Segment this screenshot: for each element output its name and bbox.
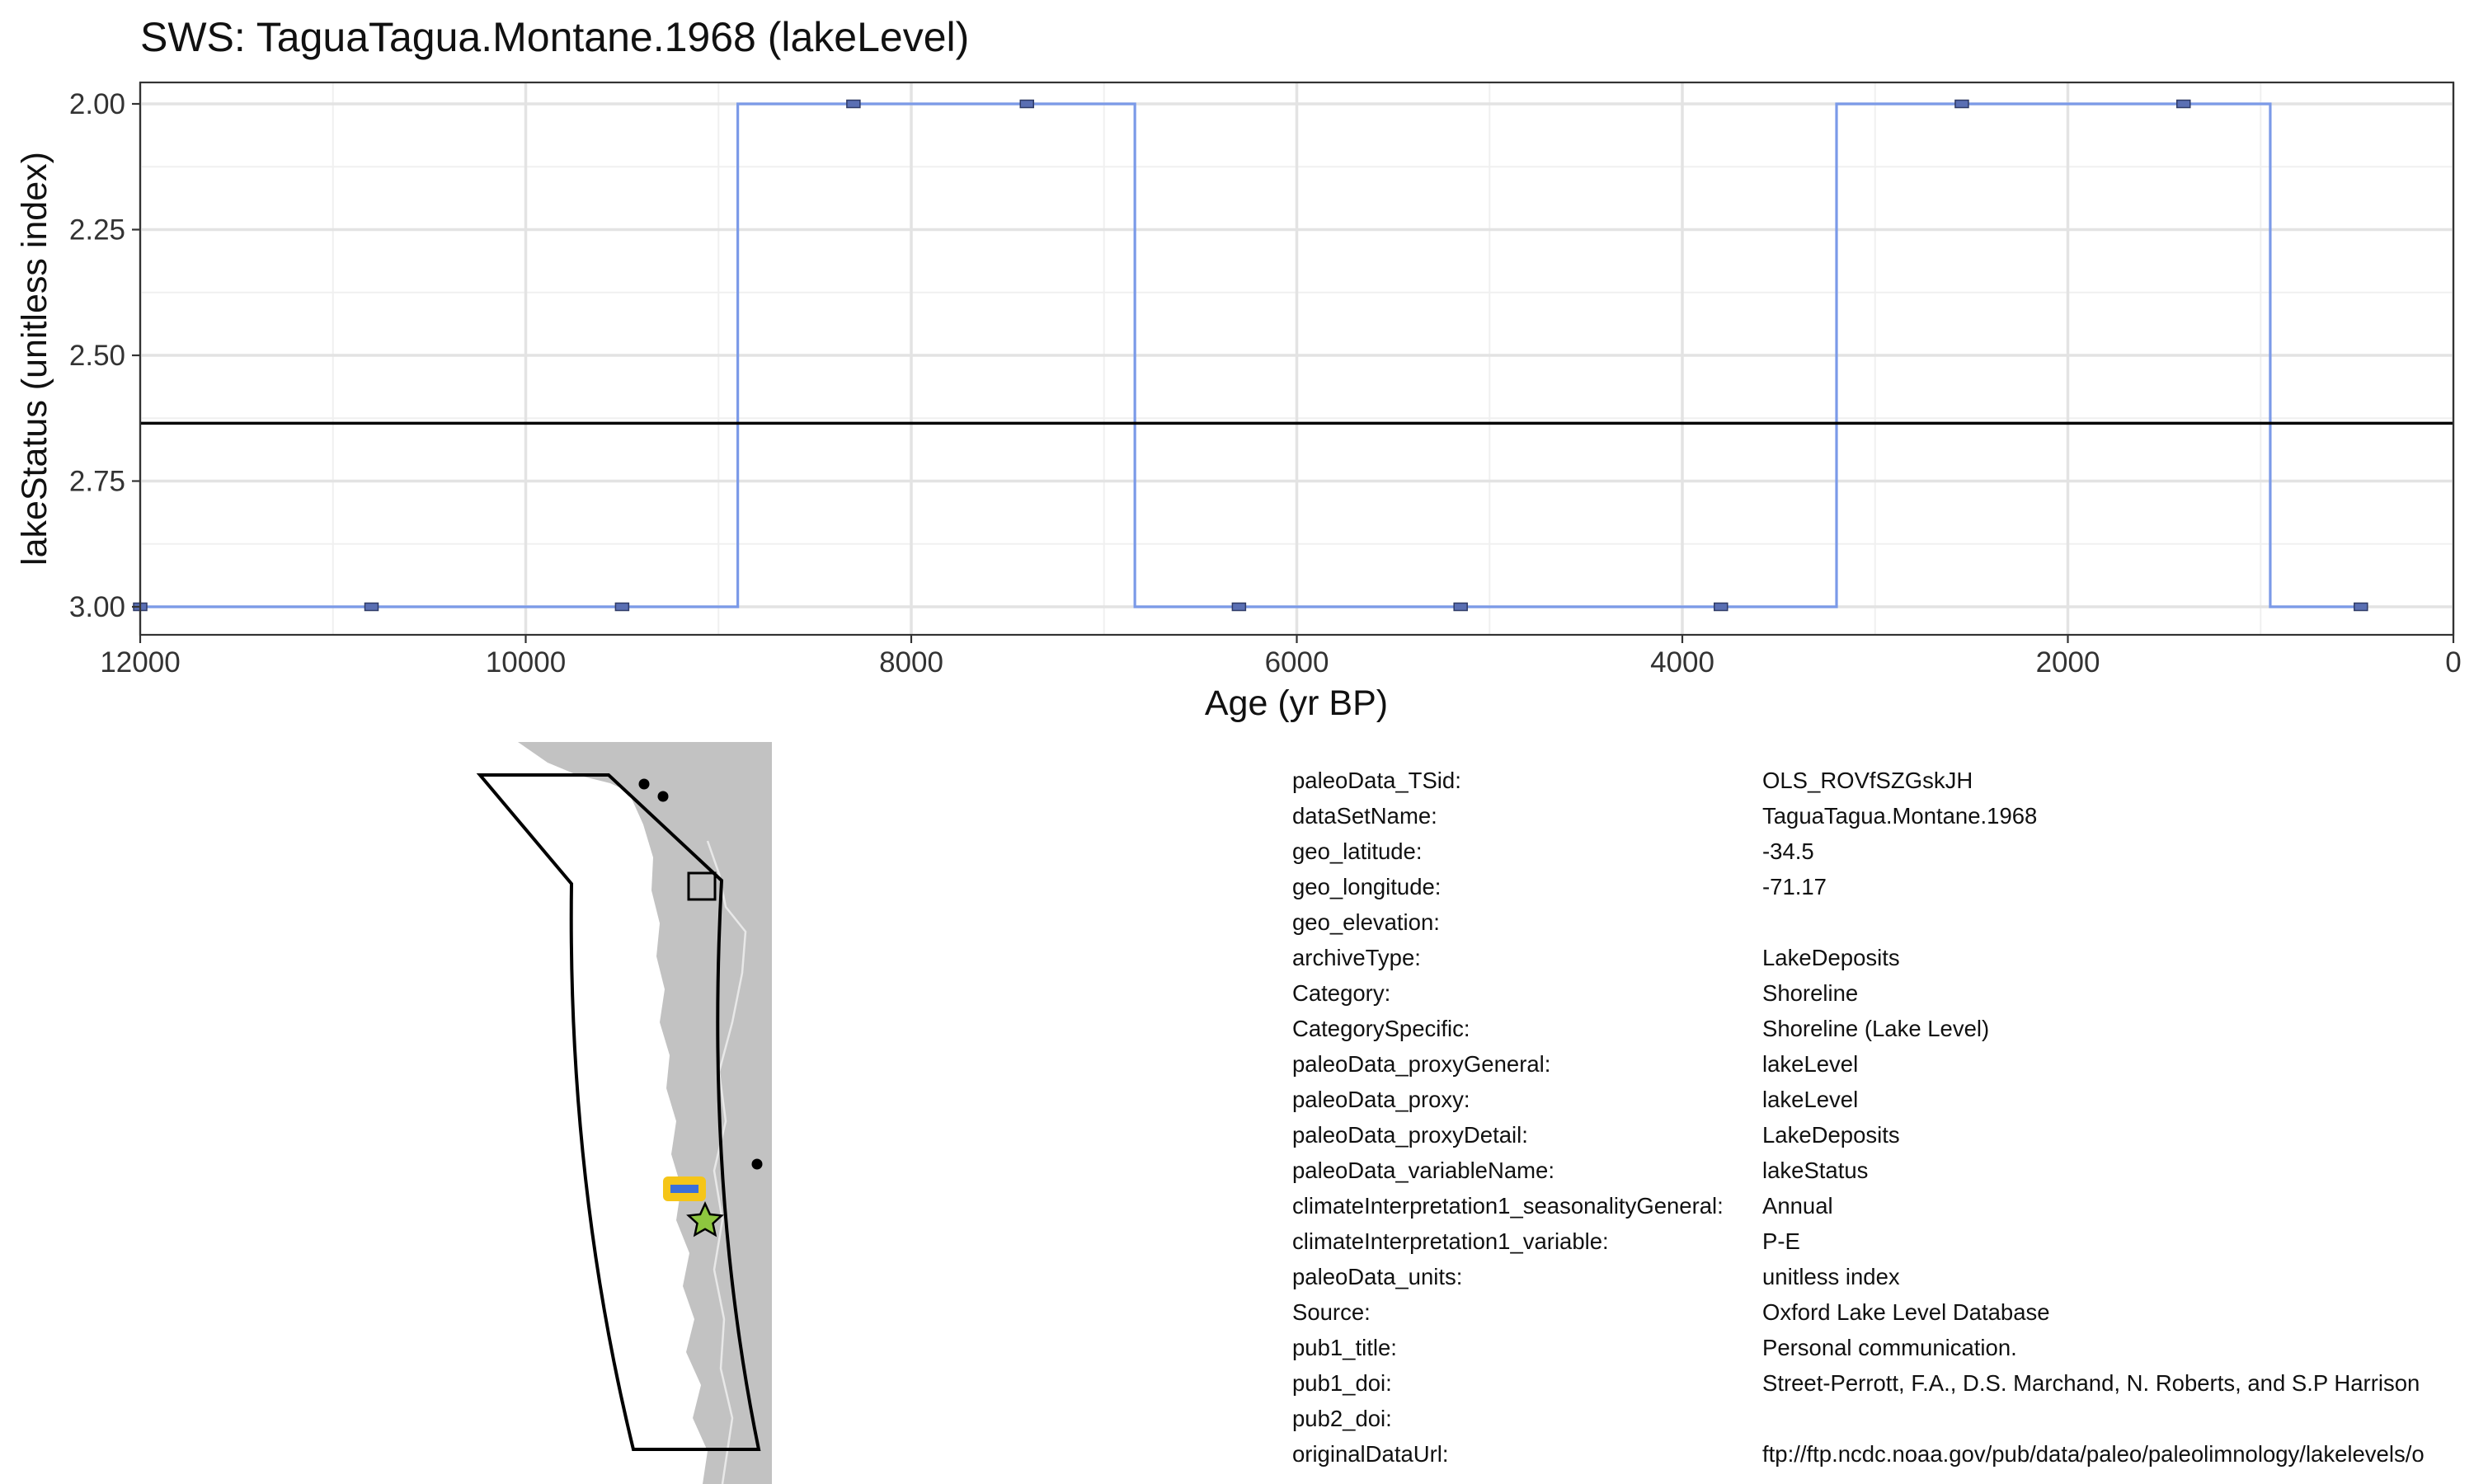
y-axis: 2.00 2.25 2.50 2.75 3.00 — [69, 88, 140, 623]
metadata-row: originalDataUrl: ftp://ftp.ncdc.noaa.gov/… — [1292, 1436, 2474, 1472]
metadata-row: climateInterpretation1_variable: P-E — [1292, 1223, 2474, 1259]
metadata-key: Source: — [1292, 1299, 1371, 1325]
metadata-key: geo_longitude: — [1292, 874, 1442, 899]
x-tick-label: 6000 — [1265, 646, 1329, 679]
metadata-row: paleoData_TSid: OLS_ROVfSZGskJH — [1292, 763, 2474, 798]
region-outline — [476, 773, 761, 1451]
metadata-value: Annual — [1762, 1193, 1833, 1219]
point-marker — [638, 778, 650, 790]
metadata-value: lakeLevel — [1762, 1051, 1859, 1077]
metadata-value: Street-Perrott, F.A., D.S. Marchand, N. … — [1762, 1370, 2420, 1396]
metadata-value: Oxford Lake Level Database — [1762, 1299, 2050, 1325]
metadata-row: CategorySpecific: Shoreline (Lake Level) — [1292, 1011, 2474, 1046]
metadata-value: LakeDeposits — [1762, 1122, 1900, 1148]
metadata-value: unitless index — [1762, 1264, 1900, 1289]
metadata-key: climateInterpretation1_variable: — [1292, 1228, 1609, 1254]
metadata-row: paleoData_proxyDetail: LakeDeposits — [1292, 1117, 2474, 1153]
metadata-key: pub1_doi: — [1292, 1370, 1392, 1396]
y-tick-label: 3.00 — [69, 591, 125, 623]
x-tick-label: 4000 — [1650, 646, 1714, 679]
country-border — [706, 840, 747, 1484]
metadata-row: pub2_doi: — [1292, 1401, 2474, 1436]
y-tick-label: 2.00 — [69, 88, 125, 120]
highlighted-site-inner — [670, 1185, 698, 1193]
metadata-value: TaguaTagua.Montane.1968 — [1762, 803, 2038, 829]
small-square-marker — [687, 871, 717, 901]
metadata-key: paleoData_variableName: — [1292, 1158, 1554, 1183]
metadata-row: climateInterpretation1_seasonalityGenera… — [1292, 1188, 2474, 1223]
y-tick-label: 2.50 — [69, 340, 125, 372]
x-tick-label: 2000 — [2036, 646, 2100, 679]
chart: SWS: TaguaTagua.Montane.1968 (lakeLevel)… — [15, 14, 2462, 723]
metadata-row: geo_elevation: — [1292, 904, 2474, 940]
x-tick-label: 12000 — [100, 646, 180, 679]
metadata-row: paleoData_variableName: lakeStatus — [1292, 1153, 2474, 1188]
metadata-key: paleoData_proxy: — [1292, 1087, 1470, 1112]
point-marker — [751, 1158, 763, 1170]
metadata-key: dataSetName: — [1292, 803, 1437, 829]
metadata-key: climateInterpretation1_seasonalityGenera… — [1292, 1193, 1724, 1219]
data-point — [1019, 99, 1034, 109]
y-tick-label: 2.75 — [69, 466, 125, 498]
data-point — [2176, 99, 2191, 109]
metadata-row: pub1_title: Personal communication. — [1292, 1330, 2474, 1365]
metadata-row: paleoData_proxyGeneral: lakeLevel — [1292, 1046, 2474, 1082]
metadata-row: paleoData_units: unitless index — [1292, 1259, 2474, 1294]
metadata-key: paleoData_proxyDetail: — [1292, 1122, 1528, 1148]
metadata-value: Shoreline (Lake Level) — [1762, 1016, 1990, 1041]
metadata-key: paleoData_units: — [1292, 1264, 1463, 1289]
metadata-value: lakeStatus — [1762, 1158, 1869, 1183]
metadata-value: P-E — [1762, 1228, 1800, 1254]
data-point — [1954, 99, 1969, 109]
metadata-row: archiveType: LakeDeposits — [1292, 940, 2474, 975]
data-point — [364, 602, 379, 612]
metadata-row: geo_latitude: -34.5 — [1292, 834, 2474, 869]
metadata-value: LakeDeposits — [1762, 945, 1900, 970]
point-marker — [657, 791, 669, 802]
chart-title: SWS: TaguaTagua.Montane.1968 (lakeLevel) — [140, 14, 969, 60]
metadata-value: Personal communication. — [1762, 1335, 2017, 1360]
y-axis-title: lakeStatus (unitless index) — [15, 152, 54, 566]
y-tick-label: 2.25 — [69, 214, 125, 247]
star-icon — [686, 1200, 724, 1237]
metadata-key: pub2_doi: — [1292, 1406, 1392, 1431]
site-map — [462, 742, 775, 1484]
metadata-table: paleoData_TSid: OLS_ROVfSZGskJH dataSetNam… — [1292, 763, 2474, 1472]
metadata-row: dataSetName: TaguaTagua.Montane.1968 — [1292, 798, 2474, 834]
metadata-value: ftp://ftp.ncdc.noaa.gov/pub/data/paleo/p… — [1762, 1441, 2425, 1467]
metadata-value: OLS_ROVfSZGskJH — [1762, 768, 1973, 793]
data-point — [1714, 602, 1729, 612]
metadata-value: lakeLevel — [1762, 1087, 1859, 1112]
data-point — [2354, 602, 2368, 612]
metadata-row: Source: Oxford Lake Level Database — [1292, 1294, 2474, 1330]
x-axis: 12000 10000 8000 6000 4000 2000 0 — [100, 635, 2462, 679]
metadata-key: originalDataUrl: — [1292, 1441, 1449, 1467]
data-point — [846, 99, 861, 109]
metadata-row: pub1_doi: Street-Perrott, F.A., D.S. Marc… — [1292, 1365, 2474, 1401]
metadata-key: geo_elevation: — [1292, 909, 1440, 935]
x-tick-label: 0 — [2445, 646, 2461, 679]
data-point — [1231, 602, 1247, 612]
metadata-key: paleoData_proxyGeneral: — [1292, 1051, 1551, 1077]
metadata-key: archiveType: — [1292, 945, 1421, 970]
data-point — [1453, 602, 1468, 612]
metadata-key: pub1_title: — [1292, 1335, 1397, 1360]
metadata-key: paleoData_TSid: — [1292, 768, 1461, 793]
metadata-key: Category: — [1292, 980, 1391, 1006]
land-region — [518, 742, 772, 1484]
metadata-row: geo_longitude: -71.17 — [1292, 869, 2474, 904]
metadata-row: Category: Shoreline — [1292, 975, 2474, 1011]
x-tick-label: 8000 — [879, 646, 943, 679]
metadata-row: paleoData_proxy: lakeLevel — [1292, 1082, 2474, 1117]
metadata-key: CategorySpecific: — [1292, 1016, 1470, 1041]
metadata-value: -71.17 — [1762, 874, 1827, 899]
data-point — [614, 602, 630, 612]
x-tick-label: 10000 — [486, 646, 566, 679]
metadata-key: geo_latitude: — [1292, 838, 1423, 864]
metadata-value: Shoreline — [1762, 980, 1859, 1006]
x-axis-title: Age (yr BP) — [1205, 683, 1388, 723]
metadata-value: -34.5 — [1762, 838, 1814, 864]
